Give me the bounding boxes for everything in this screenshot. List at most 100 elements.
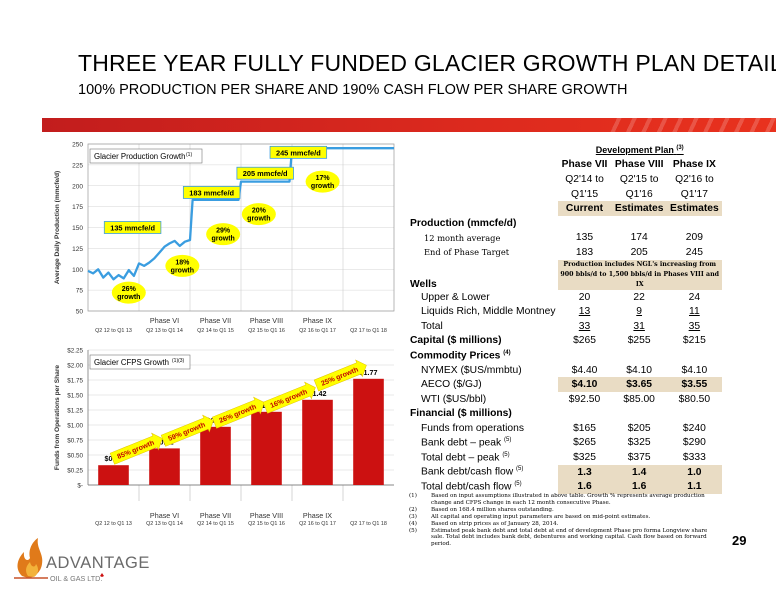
period-end: Q1'17 — [680, 188, 708, 200]
y-tick-label: 250 — [72, 142, 83, 149]
table-row: WTI ($US/bbl) $92.50 $85.00 $80.50 — [408, 392, 722, 407]
table-row: Bank debt/cash flow (5) 1.3 1.4 1.0 — [408, 464, 722, 480]
period-end: Q1'16 — [625, 188, 653, 200]
y-tick-label: $0.25 — [67, 468, 83, 475]
cell: $4.10 — [681, 364, 708, 376]
table-row: Wells Production includes NGL's increasi… — [408, 259, 722, 290]
advantage-logo: ADVANTAGE OIL & GAS LTD. — [14, 538, 150, 583]
growth-arrow-shape — [109, 432, 163, 465]
y-tick-label: 75 — [76, 288, 84, 295]
cell: 183 — [575, 246, 594, 258]
table-row: Q2'14 to Q2'15 to Q2'16 to — [408, 172, 722, 187]
chart-title-box — [89, 148, 203, 164]
table-row: Total debt – peak (5) $325 $375 $333 — [408, 450, 722, 465]
cell: 135 — [575, 232, 594, 244]
growth-bubble — [241, 203, 276, 226]
section-label: Financial ($ millions) — [410, 408, 512, 420]
bar-value-label: $1.42 — [309, 389, 327, 398]
y-tick-label: $1.25 — [67, 408, 83, 415]
phase-label: Phase VI — [150, 316, 179, 325]
cell: 205 — [630, 246, 648, 258]
page-title: THREE YEAR FULLY FUNDED GLACIER GROWTH P… — [78, 50, 776, 76]
cell: $4.10 — [557, 377, 612, 392]
cfps-bar — [149, 448, 180, 485]
table-row: Liquids Rich, Middle Montney 13 9 11 — [408, 304, 722, 319]
footnotes: (1) Based on input assumptions illustrate… — [409, 493, 709, 548]
cell: 1.6 — [557, 479, 612, 495]
cell: $165 — [573, 422, 596, 434]
growth-arrow-shape — [313, 359, 367, 392]
y-tick-label: 125 — [72, 246, 83, 253]
y-axis-label: Funds from Operations per Share — [54, 365, 61, 470]
logo-name: ADVANTAGE — [46, 554, 150, 572]
cell: $265 — [573, 437, 596, 449]
y-tick-label: $0.50 — [67, 453, 83, 460]
section-label: Wells — [410, 278, 437, 290]
growth-bubble — [206, 223, 241, 246]
growth-label: 18% growth — [171, 259, 194, 274]
y-tick-label: $1.50 — [67, 393, 83, 400]
cell: 33 — [578, 320, 591, 332]
cell: $325 — [627, 437, 651, 449]
cfps-growth-chart: $- $0.25 $0.50 $0.75 $1.00 $1.25 $1.50 $1.75 $2.… — [54, 348, 394, 527]
table-row: Total 33 31 35 — [408, 319, 722, 334]
cell: $92.50 — [568, 393, 601, 405]
footnote: (5) Estimated peak bank debt and total de… — [409, 527, 708, 548]
y-tick-label: 150 — [72, 225, 83, 232]
table-row: Development Plan (3) — [408, 143, 722, 158]
cell: 1.4 — [611, 464, 667, 480]
cell: $3.55 — [666, 377, 722, 392]
row-label: Liquids Rich, Middle Montney — [421, 306, 556, 318]
growth-bubble — [305, 170, 340, 193]
phase-label: Phase VIII — [250, 316, 283, 325]
logo-subtitle: OIL & GAS LTD. — [50, 574, 102, 583]
y-tick-label: 200 — [72, 183, 83, 190]
cell: 174 — [630, 232, 648, 244]
table-row: Upper & Lower 20 22 24 — [408, 290, 722, 305]
y-tick-label: 175 — [72, 204, 83, 211]
y-tick-label: $- — [77, 483, 83, 490]
row-label: Upper & Lower — [421, 291, 490, 303]
x-tick-label: Q2 14 to Q1 15 — [197, 521, 234, 527]
table-row: Total debt/cash flow (5) 1.6 1.6 1.1 — [408, 479, 722, 495]
cell: 11 — [689, 306, 700, 318]
growth-label: 17% growth — [311, 175, 334, 190]
y-tick-label: $1.00 — [67, 423, 83, 430]
table-row: Phase VII Phase VIII Phase IX — [408, 158, 722, 173]
cell: $4.10 — [626, 364, 653, 376]
table-row: AECO ($/GJ) $4.10 $3.65 $3.55 — [408, 377, 722, 392]
row-label: NYMEX ($US/mmbtu) — [421, 364, 522, 376]
phase-label: Phase VII — [561, 159, 608, 171]
table-row: 12 month average 135 174 209 — [408, 231, 722, 246]
period-end: Q1'15 — [570, 188, 599, 200]
chart-title-box — [89, 354, 191, 370]
flame-icon — [14, 538, 48, 579]
cell: $240 — [682, 422, 706, 434]
y-tick-label: $2.00 — [67, 363, 83, 370]
period-start: Q2'15 to — [619, 173, 659, 185]
page-subtitle: 100% PRODUCTION PER SHARE AND 190% CASH … — [78, 82, 628, 98]
cell: $333 — [682, 452, 706, 464]
ngl-note: Production includes NGL's increasing fro… — [557, 259, 722, 290]
cfps-bar — [251, 411, 282, 485]
production-growth-chart: 50 75 100 125 150 175 200 225 250 Q2 12 to Q1 13 Q… — [54, 142, 395, 334]
x-tick-label: Q2 15 to Q1 16 — [248, 328, 285, 334]
table-row: NYMEX ($US/mmbtu) $4.40 $4.10 $4.10 — [408, 363, 722, 378]
development-plan-table: Development Plan (3) Phase VII Phase VII… — [408, 143, 722, 495]
callout-box — [103, 221, 162, 234]
development-plan-header: Development Plan (3) — [595, 145, 684, 156]
growth-arrow-shape — [160, 414, 214, 447]
table-row: Financial ($ millions) — [408, 407, 722, 422]
chart-title-note: (1) — [186, 152, 192, 158]
y-tick-label: $1.75 — [67, 378, 83, 385]
callout-label: 205 mmcfe/d — [243, 169, 288, 178]
callout-label: 135 mmcfe/d — [110, 224, 155, 233]
cell: 1.0 — [666, 464, 722, 480]
phase-label: Phase IX — [303, 316, 332, 325]
cell: $255 — [627, 335, 651, 347]
period-start: Q2'14 to — [565, 173, 604, 185]
callout-box — [182, 186, 241, 199]
chart-title: Glacier CFPS Growth — [94, 358, 169, 367]
x-tick-label: Q2 14 to Q1 15 — [197, 328, 234, 334]
row-label: Total debt/cash flow (5) — [421, 481, 522, 493]
